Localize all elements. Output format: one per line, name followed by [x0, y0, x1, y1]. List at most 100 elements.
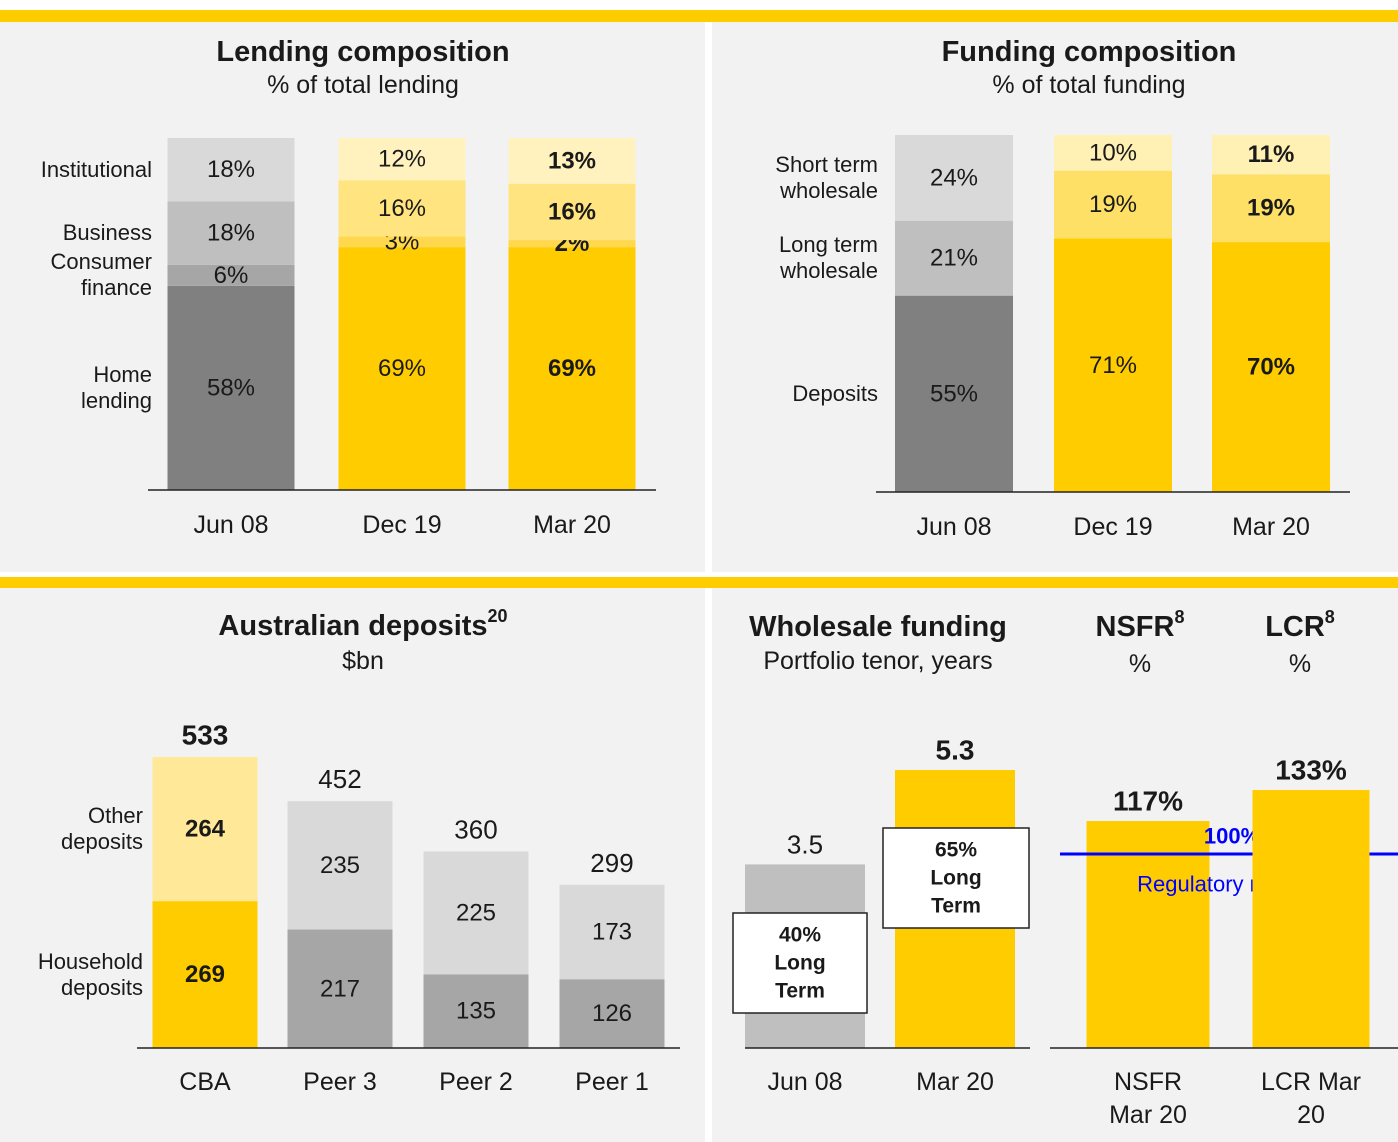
- data-label: 117%: [1113, 786, 1183, 817]
- data-label: 3.5: [787, 829, 823, 859]
- data-label: 18%: [207, 156, 255, 183]
- bar-segment: [338, 138, 466, 181]
- series-label: Household deposits: [37, 948, 143, 1000]
- data-label: 173: [592, 918, 632, 945]
- bar-segment: [895, 220, 1013, 296]
- series-label: Home lending: [81, 361, 152, 413]
- chart-title-text: Wholesale funding: [749, 611, 1007, 643]
- bar-segment: [338, 236, 466, 248]
- series-label: Other deposits: [61, 803, 143, 855]
- divider-bar: [0, 10, 1398, 22]
- bar-segment: [287, 929, 393, 1048]
- data-label: 126: [592, 1000, 632, 1027]
- series-label: Institutional: [40, 156, 152, 182]
- data-label: 269: [185, 961, 225, 988]
- total-label: 360: [454, 814, 497, 844]
- data-label: 19%: [1247, 195, 1295, 222]
- bar-segment: [152, 757, 258, 902]
- bar-segment: [559, 884, 665, 980]
- reference-value: 100%: [1204, 824, 1260, 849]
- bar-segment: [167, 138, 295, 202]
- data-label: 71%: [1089, 352, 1137, 379]
- bar-segment: [167, 285, 295, 490]
- chart-subtitle: %: [1129, 650, 1151, 678]
- bar: [1086, 821, 1210, 1048]
- data-label: 225: [456, 899, 496, 926]
- x-tick-label: Dec 19: [1073, 513, 1153, 541]
- annotation-box: [882, 827, 1030, 929]
- title-superscript: 20: [488, 606, 508, 626]
- x-tick-label: Peer 3: [303, 1068, 377, 1096]
- x-tick-label: Dec 19: [362, 511, 442, 539]
- x-tick-label: Peer 2: [439, 1068, 513, 1096]
- data-label: 10%: [1089, 139, 1137, 166]
- x-tick-label: LCR Mar 20: [1261, 1068, 1362, 1129]
- bar-segment: [508, 247, 636, 490]
- series-label: Deposits: [792, 380, 878, 406]
- annotation-text: Long: [774, 952, 825, 975]
- chart-title: NSFR8: [1096, 607, 1185, 643]
- data-label: 235: [320, 852, 360, 879]
- x-tick-label: Mar 20: [533, 511, 611, 539]
- data-label: 217: [320, 975, 360, 1002]
- bar-segment: [1212, 174, 1330, 243]
- bar-segment: [895, 135, 1013, 221]
- data-label: 133%: [1275, 755, 1347, 786]
- data-label: 12%: [378, 146, 426, 173]
- chart-title-text: Funding composition: [942, 36, 1237, 68]
- chart-subtitle: $bn: [342, 647, 384, 675]
- x-tick-label: NSFR Mar 20: [1109, 1068, 1187, 1129]
- data-label: 11%: [1248, 141, 1295, 168]
- bar-segment: [1054, 135, 1172, 171]
- data-label: 16%: [378, 195, 426, 222]
- chart-title: Australian deposits20: [218, 606, 507, 642]
- chart-title: Lending composition: [216, 36, 509, 68]
- total-label: 452: [318, 764, 361, 794]
- bar-segment: [1212, 242, 1330, 492]
- x-tick-label: Jun 08: [193, 511, 269, 539]
- title-superscript: 8: [1174, 607, 1184, 627]
- x-tick-label: Mar 20: [916, 1068, 994, 1096]
- data-label: 135: [456, 998, 496, 1025]
- series-label: Short term wholesale: [775, 151, 878, 203]
- data-label: 69%: [378, 355, 426, 382]
- bar-segment: [508, 240, 636, 248]
- chart-subtitle: %: [1289, 650, 1311, 678]
- series-label: Consumer finance: [50, 249, 152, 301]
- data-label: 69%: [548, 355, 596, 382]
- bar: [1252, 790, 1370, 1048]
- annotation-text: 40%: [779, 924, 821, 947]
- chart-subtitle: Portfolio tenor, years: [763, 647, 992, 675]
- chart-title: LCR8: [1265, 607, 1335, 643]
- bar-segment: [1054, 238, 1172, 492]
- x-tick-label: Jun 08: [767, 1068, 843, 1096]
- data-label: 19%: [1089, 191, 1137, 218]
- bar-segment: [1212, 135, 1330, 175]
- data-label: 18%: [207, 220, 255, 247]
- bar-segment: [895, 295, 1013, 492]
- bar-segment: [287, 801, 393, 930]
- x-tick-label: Jun 08: [916, 513, 992, 541]
- bar-segment: [1054, 170, 1172, 239]
- chart-subtitle: % of total funding: [992, 71, 1185, 99]
- bar-segment: [338, 180, 466, 237]
- data-label: 70%: [1247, 354, 1295, 381]
- annotation-text: Term: [931, 895, 981, 918]
- annotation-box: [732, 912, 868, 1014]
- bar-segment: [167, 201, 295, 265]
- total-label: 533: [182, 720, 229, 751]
- bar-segment: [508, 138, 636, 184]
- x-tick-label: CBA: [179, 1068, 231, 1096]
- chart-title-text: Australian deposits: [218, 610, 487, 642]
- data-label: 58%: [207, 374, 255, 401]
- x-tick-label: Peer 1: [575, 1068, 649, 1096]
- chart-title-text: LCR: [1265, 611, 1325, 643]
- annotation-text: 65%: [935, 839, 977, 862]
- bar-segment: [423, 851, 529, 975]
- chart-title: Funding composition: [942, 36, 1237, 68]
- data-label: 5.3: [936, 735, 975, 766]
- annotation-text: Long: [930, 867, 981, 890]
- data-label: 16%: [548, 198, 596, 225]
